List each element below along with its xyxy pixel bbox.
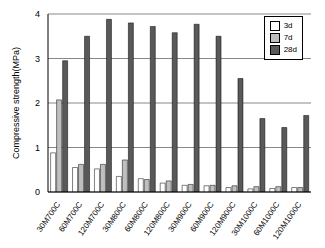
svg-text:120M1000C: 120M1000C bbox=[271, 200, 303, 240]
svg-text:Compressive strength(MPa): Compressive strength(MPa) bbox=[11, 47, 21, 159]
svg-text:120M900C: 120M900C bbox=[207, 200, 238, 238]
svg-text:120M800C: 120M800C bbox=[142, 200, 172, 237]
html-text:3d: 3d bbox=[283, 21, 293, 30]
svg-text:30M800C: 30M800C bbox=[100, 200, 129, 234]
html-text:28d: 28d bbox=[283, 45, 297, 54]
svg-text:2: 2 bbox=[35, 98, 40, 108]
svg-text:30M700C: 30M700C bbox=[35, 200, 63, 234]
svg-text:30M1000C: 30M1000C bbox=[229, 200, 260, 238]
svg-text:30M900C: 30M900C bbox=[166, 200, 194, 234]
svg-text:3: 3 bbox=[35, 54, 40, 64]
svg-text:60M900C: 60M900C bbox=[188, 200, 216, 234]
svg-text:1: 1 bbox=[35, 143, 40, 153]
svg-text:4: 4 bbox=[35, 9, 40, 19]
svg-text:60M700C: 60M700C bbox=[57, 200, 85, 234]
svg-text:60M800C: 60M800C bbox=[122, 200, 150, 234]
html-text:7d: 7d bbox=[283, 33, 293, 42]
svg-text:60M1000C: 60M1000C bbox=[251, 200, 282, 238]
svg-text:0: 0 bbox=[35, 187, 40, 197]
svg-text:120M700C: 120M700C bbox=[76, 200, 106, 237]
